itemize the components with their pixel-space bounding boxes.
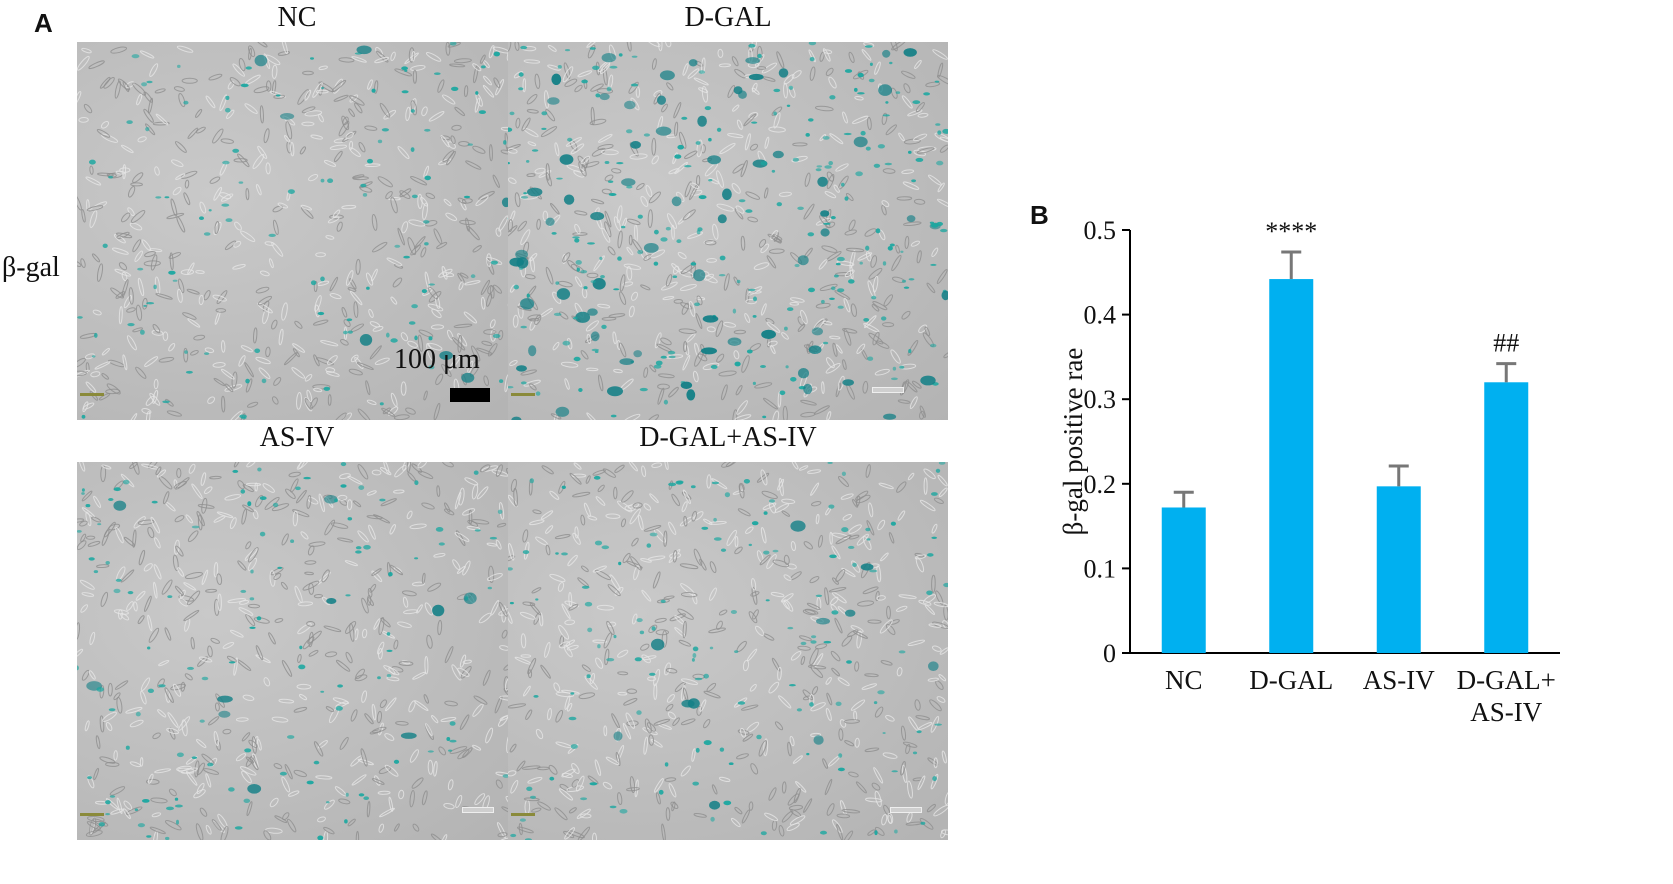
row-label-beta-gal: β-gal [2, 252, 60, 283]
y-tick-label: 0 [1103, 639, 1116, 668]
bar [1161, 507, 1206, 653]
image-title-as-iv: AS-IV [259, 422, 335, 453]
image-title-d-gal: D-GAL [684, 2, 772, 33]
scale-bar-small-d-gal-as-iv [890, 807, 922, 813]
image-title-d-gal-as-iv: D-GAL+AS-IV [639, 422, 817, 453]
scale-bar-small-d-gal [872, 387, 904, 393]
y-tick-label: 0.2 [1084, 470, 1117, 499]
scale-bar [450, 388, 490, 402]
cell-texture [77, 42, 517, 420]
micro-tag-3 [80, 813, 104, 816]
micro-tag-2 [511, 393, 535, 396]
significance-label: **** [1265, 217, 1317, 246]
panel-b-letter: B [1030, 200, 1049, 230]
y-axis-label: β-gal positive rae [1060, 348, 1088, 536]
micrograph-as-iv [77, 462, 517, 840]
x-tick-label: NC [1165, 665, 1203, 695]
bar-chart: 0 0.1 0.2 0.3 0.4 0.5 β-gal positive rae NC ****… [1060, 216, 1560, 727]
y-tick-label: 0.1 [1084, 554, 1117, 583]
scale-bar-small-as-iv [462, 807, 494, 813]
scale-bar-label: 100 μm [394, 344, 480, 375]
image-title-nc: NC [277, 2, 317, 33]
micro-tag-4 [511, 813, 535, 816]
x-tick-label: D-GAL+ [1457, 665, 1556, 695]
bar [1484, 382, 1529, 653]
micrograph-d-gal [508, 42, 948, 420]
y-tick-label: 0.5 [1084, 216, 1117, 245]
y-tick-label: 0.3 [1084, 385, 1117, 414]
x-tick-label: AS-IV [1470, 697, 1542, 727]
bar [1376, 486, 1421, 653]
x-tick-label: D-GAL [1249, 665, 1333, 695]
y-tick-label: 0.4 [1084, 301, 1117, 330]
cell-texture [77, 462, 517, 840]
micrograph-nc [77, 42, 517, 420]
significance-label: ## [1493, 329, 1519, 358]
x-tick-label: AS-IV [1363, 665, 1435, 695]
micro-tag-1 [80, 393, 104, 396]
micrograph-d-gal-as-iv [508, 462, 948, 840]
panel-a-letter: A [34, 8, 53, 38]
cell-texture [508, 462, 948, 840]
cell-texture [508, 42, 948, 420]
bar [1269, 279, 1314, 653]
